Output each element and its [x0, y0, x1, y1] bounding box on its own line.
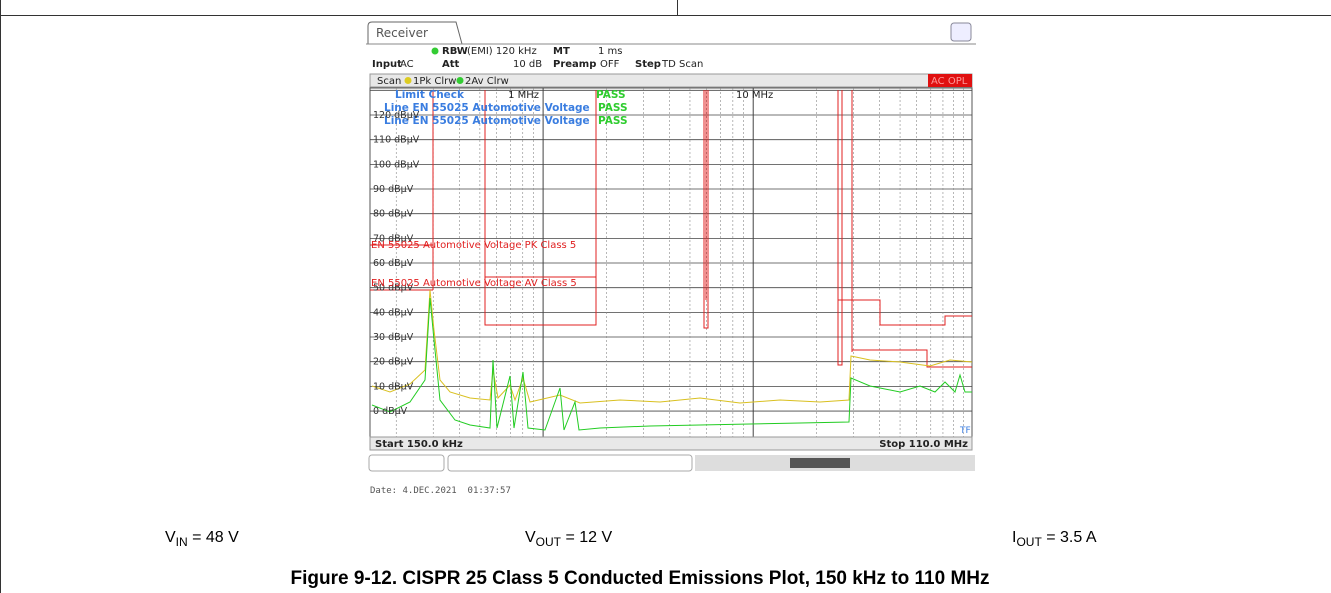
- scan-label: Scan: [377, 76, 401, 87]
- trace-peak: [371, 289, 973, 404]
- y-label: 20 dBµV: [373, 357, 414, 368]
- y-label: 60 dBµV: [373, 258, 414, 269]
- y-label: 30 dBµV: [373, 332, 414, 343]
- step-label: Step: [635, 59, 661, 70]
- trace2-dot: [456, 77, 464, 84]
- start-label: Start 150.0 kHz: [375, 439, 463, 450]
- stop-label: Stop 110.0 MHz: [879, 439, 968, 450]
- rbw-dot: [431, 47, 439, 55]
- y-label: 80 dBµV: [373, 209, 414, 220]
- rbw-label: RBW: [442, 46, 468, 57]
- marker: TF: [959, 426, 971, 436]
- softkey: [447, 454, 693, 472]
- limit-check-title: Limit Check: [395, 89, 465, 101]
- limit-check-result: PASS: [596, 89, 626, 101]
- y-label: 100 dBµV: [373, 159, 420, 170]
- preamp-value: OFF: [600, 59, 620, 70]
- symbol: V: [525, 529, 536, 546]
- input-label: Input: [372, 59, 402, 70]
- limit-label: EN 55025 Automotive Voltage AV Class 5: [371, 278, 577, 289]
- value: = 12 V: [561, 529, 612, 546]
- trace-average: [371, 297, 972, 431]
- att-label: Att: [442, 59, 460, 70]
- limit-line-result: PASS: [598, 115, 628, 127]
- input-value: AC: [400, 59, 414, 70]
- subscript: IN: [176, 535, 188, 549]
- caption: Figure 9-12. CISPR 25 Class 5 Conducted …: [291, 568, 990, 589]
- condition: VOUT = 12 V: [525, 529, 612, 549]
- trace2-label: 2Av Clrw: [465, 76, 509, 87]
- status-label: AC OPL: [931, 76, 968, 87]
- value: = 3.5 A: [1042, 529, 1097, 546]
- icon: [950, 22, 972, 42]
- rbw-value: (EMI) 120 kHz: [467, 46, 537, 57]
- status-bar-icons: [790, 458, 850, 468]
- status-box: [928, 74, 972, 87]
- date: Date: 4.DEC.2021 01:37:57: [370, 486, 511, 496]
- trace1-label: 1Pk Clrw: [413, 76, 456, 87]
- y-label: 0 dBµV: [373, 406, 408, 417]
- softkey: [368, 454, 445, 472]
- symbol: V: [165, 529, 176, 546]
- symbol: I: [1012, 529, 1016, 546]
- x-label: 10 MHz: [736, 90, 773, 101]
- plot-area: [369, 87, 973, 438]
- limit-label: EN 55025 Automotive Voltage PK Class 5: [371, 240, 576, 251]
- limit-lines: [370, 90, 972, 368]
- x-label: 1 MHz: [508, 90, 539, 101]
- y-label: 40 dBµV: [373, 307, 414, 318]
- mt-label: MT: [553, 46, 570, 57]
- y-label: 50 dBµV: [373, 283, 414, 294]
- y-label: 120 dBµV: [373, 110, 420, 121]
- y-label: 70 dBµV: [373, 233, 414, 244]
- limit-line-name: Line EN 55025 Automotive Voltage: [384, 115, 590, 127]
- receiver-screen: Receiver RBW (EMI) 120 kHz MT 1 ms Input…: [366, 20, 978, 496]
- tab-label: Receiver: [376, 26, 428, 40]
- y-label: 110 dBµV: [373, 135, 420, 146]
- limit-line-name: Line EN 55025 Automotive Voltage: [384, 102, 590, 114]
- subscript: OUT: [1016, 535, 1042, 549]
- preamp-label: Preamp: [553, 59, 596, 70]
- limit-line-result: PASS: [598, 102, 628, 114]
- y-label: 10 dBµV: [373, 381, 414, 392]
- subscript: OUT: [536, 535, 562, 549]
- condition: VIN = 48 V: [165, 529, 239, 549]
- trace1-dot: [404, 77, 412, 84]
- condition: IOUT = 3.5 A: [1012, 529, 1097, 549]
- step-value: TD Scan: [661, 59, 703, 70]
- y-label: 90 dBµV: [373, 184, 414, 195]
- att-value: 10 dB: [513, 59, 542, 70]
- mt-value: 1 ms: [598, 46, 623, 57]
- value: = 48 V: [188, 529, 239, 546]
